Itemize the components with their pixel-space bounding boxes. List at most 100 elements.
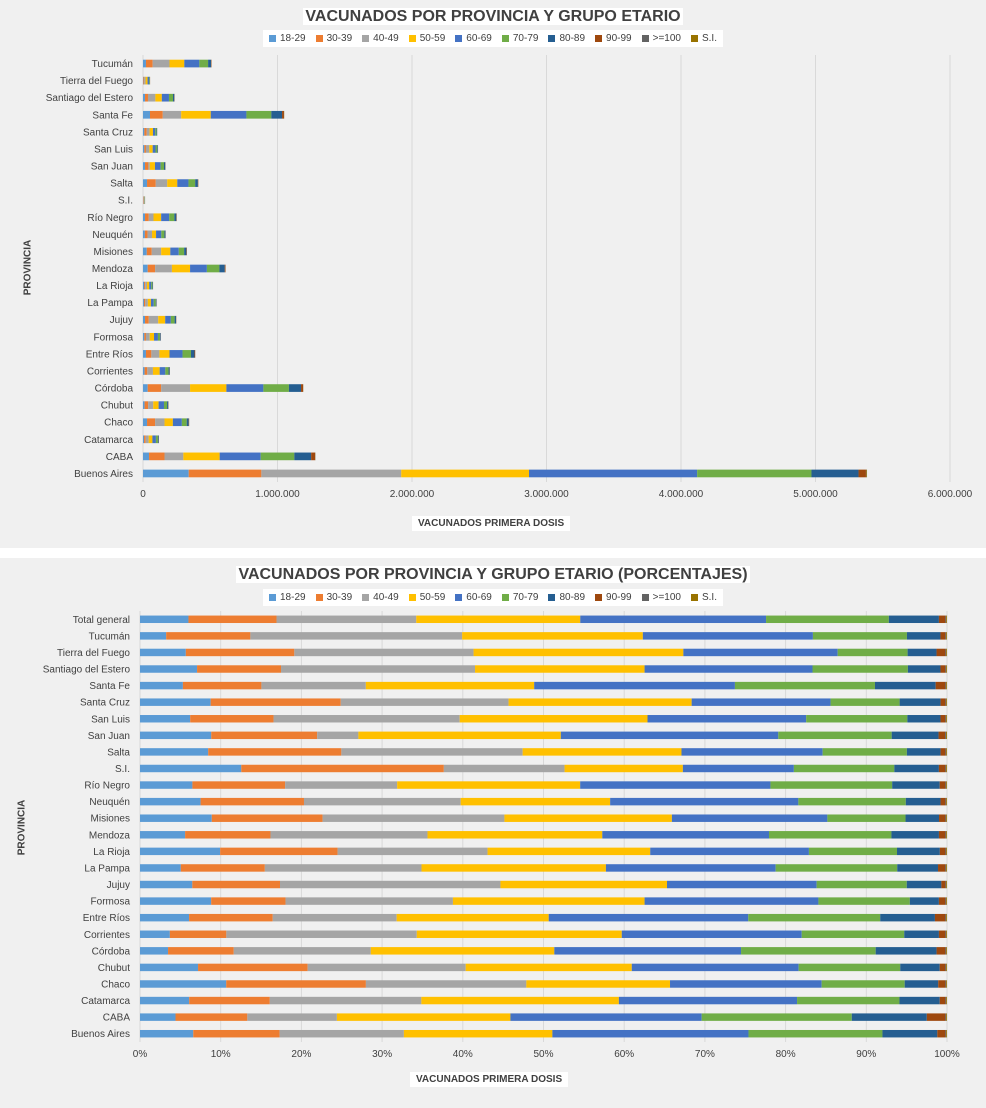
chart-2-y-tick-label: CABA (103, 1013, 131, 1024)
chart-2-bar-misiones-100 (945, 814, 947, 822)
chart-2-bar-entre-r-os-s-i (946, 913, 947, 922)
chart-2-bar-r-o-negro-18-29 (140, 781, 193, 789)
chart-2-bar-tierra-del-fuego-90-99 (936, 648, 946, 657)
chart-1-legend-label: 40-49 (373, 33, 399, 44)
chart-1-bar-caba-80-89 (294, 452, 312, 461)
chart-2-legend-item-40-49: 40-49 (362, 592, 399, 603)
chart-2-legend: 18-29 30-39 40-49 50-59 60-69 70-79 80-89 90-99… (0, 589, 986, 606)
chart-1-bar-santa-fe-80-89 (271, 110, 283, 119)
chart-1-legend-swatch (595, 35, 603, 42)
chart-1-bar-caba-40-49 (164, 452, 184, 461)
chart-2-bar-san-luis-30-39 (190, 715, 274, 723)
chart-2-bar-entre-r-os-100 (945, 913, 947, 922)
chart-2-x-tick-label: 80% (776, 1049, 796, 1060)
chart-1-bar-jujuy-60-69 (165, 315, 171, 324)
chart-2-bar-corrientes-50-59 (416, 930, 622, 938)
chart-2-bar-neuqu-n-18-29 (140, 797, 201, 806)
chart-1-bar-r-o-negro-40-49 (148, 213, 154, 222)
chart-2-bar-r-o-negro-80-89 (892, 781, 940, 789)
chart-1-bar-misiones-30-39 (146, 247, 152, 256)
chart-2-bar-buenos-aires-s-i (946, 1029, 947, 1038)
chart-2-bar-chubut-80-89 (900, 963, 940, 972)
chart-2-bar-formosa-60-69 (644, 897, 819, 905)
chart-1-bar-formosa-50-59 (149, 332, 155, 341)
chart-1-bar-tucum-n-30-39 (145, 59, 153, 68)
chart-2-bar-santiago-del-estero-80-89 (907, 665, 941, 673)
chart-1-bar-santiago-del-estero-80-89 (172, 93, 175, 102)
chart-2-y-tick-label: Santa Fe (89, 681, 130, 692)
chart-1-bar-chaco-18-29 (143, 418, 148, 427)
chart-2-bar-mendoza-30-39 (185, 831, 271, 839)
chart-1-bar-chaco-40-49 (155, 418, 165, 427)
chart-1-bar-tierra-del-fuego-30-39 (143, 76, 145, 85)
chart-1-legend-swatch (641, 35, 649, 42)
chart-2-bar-buenos-aires-90-99 (937, 1029, 946, 1038)
chart-2-bar-misiones-60-69 (671, 814, 828, 822)
chart-2-legend-swatch (455, 594, 463, 601)
chart-2-bar-san-juan-50-59 (358, 731, 561, 740)
chart-1-bar-buenos-aires-60-69 (529, 469, 698, 478)
chart-2-bar-s-i-40-49 (443, 764, 565, 773)
chart-1-bar-santiago-del-estero-70-79 (168, 93, 173, 102)
chart-1-bar-mendoza-50-59 (171, 264, 191, 273)
chart-2-bar-chaco-30-39 (226, 980, 366, 988)
chart-1-bar-tucum-n-50-59 (169, 59, 185, 68)
chart-2-x-axis-title: VACUNADOS PRIMERA DOSIS (410, 1072, 569, 1087)
chart-2-bar-la-pampa-18-29 (140, 864, 181, 872)
chart-1-bar-neuqu-n-30-39 (144, 230, 148, 239)
chart-1-bar-tierra-del-fuego-50-59 (145, 76, 148, 85)
chart-2-bar-tucum-n-40-49 (250, 632, 463, 640)
chart-1-bar-neuqu-n-80-89 (164, 230, 166, 239)
chart-1-legend-item-30-39: 30-39 (315, 33, 352, 44)
chart-2-bar-tierra-del-fuego-18-29 (140, 648, 186, 657)
chart-1-legend-item-60-69: 60-69 (455, 33, 492, 44)
chart-2-bar-san-luis-80-89 (907, 715, 941, 723)
chart-2-y-tick-label: Corrientes (84, 930, 130, 941)
chart-2-bar-misiones-s-i (946, 814, 947, 822)
chart-2-bar-caba-s-i (946, 1013, 947, 1021)
chart-2-bar-misiones-90-99 (939, 814, 946, 822)
chart-2-bar-santa-cruz-70-79 (830, 698, 900, 706)
chart-2-bar-r-o-negro-40-49 (285, 781, 398, 789)
chart-2-bar-neuqu-n-60-69 (610, 797, 799, 806)
chart-1-bar-formosa-40-49 (145, 332, 150, 341)
chart-2-bar-chaco-100 (945, 980, 947, 988)
chart-2-bar-total-general-70-79 (766, 615, 889, 624)
chart-2-bar-tierra-del-fuego-70-79 (837, 648, 908, 657)
chart-1-x-tick-label: 1.000.000 (255, 489, 300, 500)
chart-2-bar-corrientes-s-i (946, 930, 947, 938)
chart-1-bar-r-o-negro-50-59 (153, 213, 162, 222)
chart-1-bar-tucum-n-80-89 (208, 59, 212, 68)
chart-1-y-tick-label: Chaco (104, 418, 133, 429)
chart-2-bar-c-rdoba-80-89 (875, 947, 937, 955)
chart-1-bar-san-luis-18-29 (143, 145, 145, 153)
chart-2-bar-formosa-40-49 (285, 897, 453, 905)
chart-2-bar-s-i-70-79 (793, 764, 895, 773)
chart-2-bar-mendoza-80-89 (891, 831, 939, 839)
chart-2-bar-tucum-n-18-29 (140, 632, 167, 640)
chart-1-bar-chubut-40-49 (148, 401, 154, 409)
chart-2-y-tick-label: La Pampa (84, 863, 130, 874)
chart-1-bar-la-rioja-40-49 (145, 281, 148, 290)
chart-1-y-tick-label: Neuquén (92, 230, 133, 241)
chart-2-bar-salta-s-i (946, 748, 947, 756)
chart-2-bar-misiones-50-59 (504, 814, 672, 822)
chart-2-x-tick-label: 60% (614, 1049, 634, 1060)
chart-1-bar-entre-r-os-90-99 (194, 350, 196, 358)
chart-1-bar-r-o-negro-60-69 (161, 213, 170, 222)
chart-2-bar-corrientes-80-89 (904, 930, 939, 938)
chart-1-bar-entre-r-os-60-69 (169, 350, 183, 358)
chart-2-bar-total-general-60-69 (580, 615, 767, 624)
chart-1-bar-chubut-18-29 (143, 401, 145, 409)
chart-2-bar-la-rioja-100 (945, 847, 947, 856)
chart-2-bar-chaco-60-69 (670, 980, 822, 988)
chart-2-bar-santa-cruz-90-99 (940, 698, 946, 706)
chart-2-bar-tucum-n-70-79 (812, 632, 907, 640)
chart-2-bar-buenos-aires-60-69 (552, 1029, 749, 1038)
chart-2-bar-s-i-50-59 (564, 764, 683, 773)
chart-1-bar-san-luis-50-59 (149, 145, 153, 153)
chart-2-y-tick-label: Misiones (91, 814, 130, 825)
chart-2-y-tick-label: San Luis (91, 714, 130, 725)
chart-1-y-tick-label: Mendoza (92, 264, 134, 275)
chart-2-bar-tucum-n-100 (945, 632, 947, 640)
